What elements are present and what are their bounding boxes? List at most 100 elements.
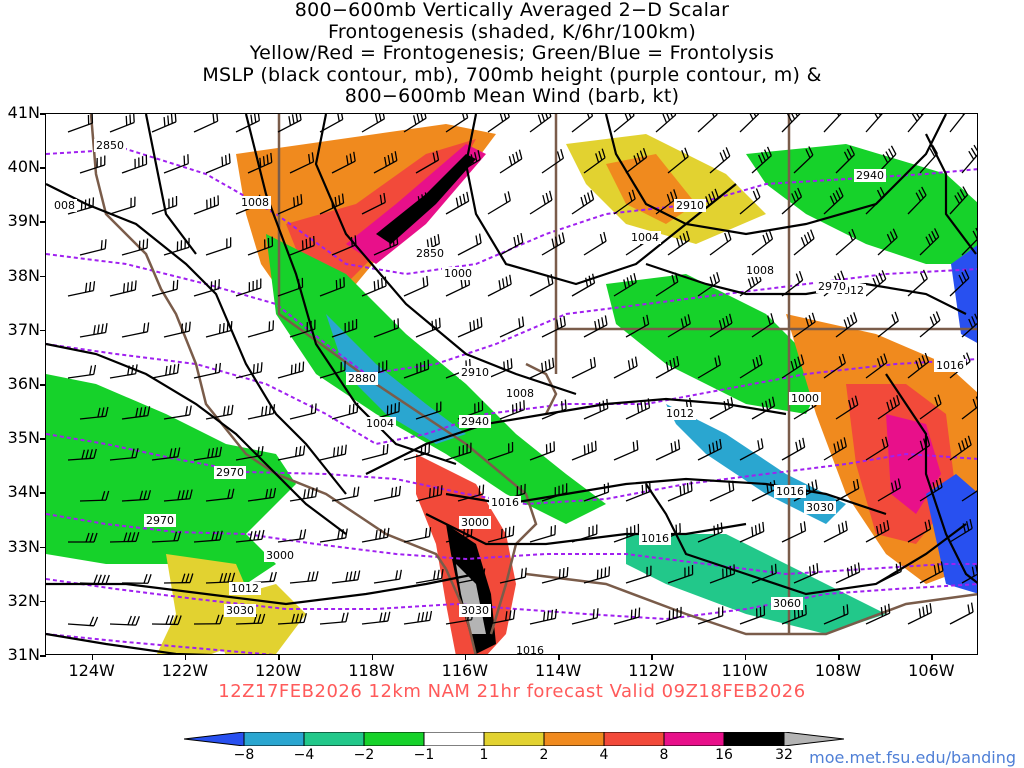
wind-barb <box>151 196 178 215</box>
wind-barb <box>541 483 568 502</box>
height-label: 3000 <box>459 516 491 529</box>
wind-barb <box>823 353 846 379</box>
wind-barb <box>961 486 977 502</box>
longitude-label: 110W <box>721 661 768 680</box>
wind-barb <box>655 189 678 215</box>
wind-barb <box>277 194 303 215</box>
california-coast <box>89 114 448 570</box>
wind-barb <box>655 355 680 379</box>
wind-barb <box>403 114 427 133</box>
wind-barb <box>151 114 177 133</box>
longitude-label: 116W <box>441 661 489 680</box>
wind-barb <box>403 192 428 215</box>
wind-barb <box>457 233 482 256</box>
colorbar-segment <box>603 732 665 746</box>
map-panel: 1008 008 1000 1004 1008 1004 1008 1012 1012 1016 1… <box>45 113 978 655</box>
colorbar-label: −8 <box>233 747 255 763</box>
wind-barb <box>109 532 140 543</box>
wind-barb <box>823 604 849 625</box>
wind-barb <box>739 605 766 625</box>
svg-text:1008: 1008 <box>746 264 774 277</box>
wind-barb <box>583 482 610 502</box>
height-label: 3000 <box>264 549 296 562</box>
svg-text:1000: 1000 <box>444 267 472 280</box>
wind-barb <box>277 114 302 133</box>
website-link[interactable]: moe.met.fsu.edu/banding <box>809 748 1016 767</box>
wind-barb <box>235 362 263 379</box>
wind-barb <box>235 446 264 461</box>
wind-barb <box>67 364 97 379</box>
wind-barb <box>331 486 360 502</box>
wind-barb <box>907 114 926 133</box>
mslp-label: 1016 <box>639 532 671 545</box>
wind-barb <box>163 573 194 584</box>
wind-barb <box>79 323 108 338</box>
wind-barbs <box>67 114 977 627</box>
mslp-label: 1008 <box>239 196 271 209</box>
frontolysis-area <box>626 534 886 634</box>
wind-barb <box>697 522 723 543</box>
wind-barb <box>499 232 524 256</box>
mslp-contour <box>46 183 347 495</box>
mslp-label: 1016 <box>934 359 966 372</box>
wind-barb <box>571 273 596 297</box>
height-label: 2880 <box>346 372 378 385</box>
colorbar-label: −1 <box>413 747 435 763</box>
height-label: 3030 <box>804 501 836 514</box>
mslp-contour <box>885 373 977 584</box>
svg-text:3030: 3030 <box>806 501 834 514</box>
wind-barb <box>961 227 977 256</box>
wind-barb <box>403 275 429 297</box>
wind-barb <box>571 190 595 215</box>
wind-barb <box>193 195 220 215</box>
wind-barb <box>163 489 193 502</box>
wind-barb <box>121 154 148 174</box>
wind-barb <box>193 362 222 379</box>
wind-barb <box>151 447 181 461</box>
wind-barb <box>109 196 136 215</box>
wind-barb <box>109 448 139 461</box>
latitude-tick <box>40 384 46 386</box>
wind-barb <box>499 567 527 584</box>
wind-barb <box>235 278 262 297</box>
longitude-label: 122W <box>161 661 209 680</box>
wind-barb <box>289 235 315 256</box>
mslp-label: 1004 <box>364 417 396 430</box>
mslp-contour <box>314 114 577 396</box>
wind-barb <box>457 568 486 584</box>
longitude-tick <box>184 655 187 660</box>
wind-barb <box>361 114 386 133</box>
wind-barb <box>919 394 942 420</box>
wind-barb <box>877 478 902 502</box>
wind-barb <box>529 114 552 133</box>
longitude-label: 112W <box>628 661 675 680</box>
mslp-label: 1000 <box>442 267 474 280</box>
wind-barb <box>961 313 977 338</box>
wind-barb <box>205 404 234 420</box>
colorbar-segment <box>723 732 785 746</box>
wind-barb <box>961 144 977 174</box>
wind-barb <box>457 484 485 502</box>
frontolysis-area <box>326 314 466 444</box>
wind-barb <box>151 279 179 297</box>
wind-barb <box>751 146 772 174</box>
wind-barb <box>655 606 682 625</box>
wind-barb <box>709 564 736 584</box>
wind-barb <box>319 444 347 461</box>
wind-barb <box>79 574 110 585</box>
frontogenesis-area <box>286 139 476 284</box>
height-label: 2940 <box>459 415 491 428</box>
wind-barb <box>487 114 510 133</box>
wind-barb <box>163 154 189 174</box>
height-label: 2910 <box>674 199 706 212</box>
wind-barb <box>823 114 843 133</box>
wind-barb <box>541 399 567 420</box>
mslp-label: 1008 <box>504 387 536 400</box>
svg-text:2850: 2850 <box>416 247 444 260</box>
wind-barb <box>415 401 442 420</box>
longitude-tick <box>371 655 374 660</box>
wind-barb <box>361 276 387 297</box>
wind-barb <box>697 606 724 625</box>
colorbar-label: −2 <box>353 747 375 763</box>
latitude-label: 40N <box>7 157 40 177</box>
